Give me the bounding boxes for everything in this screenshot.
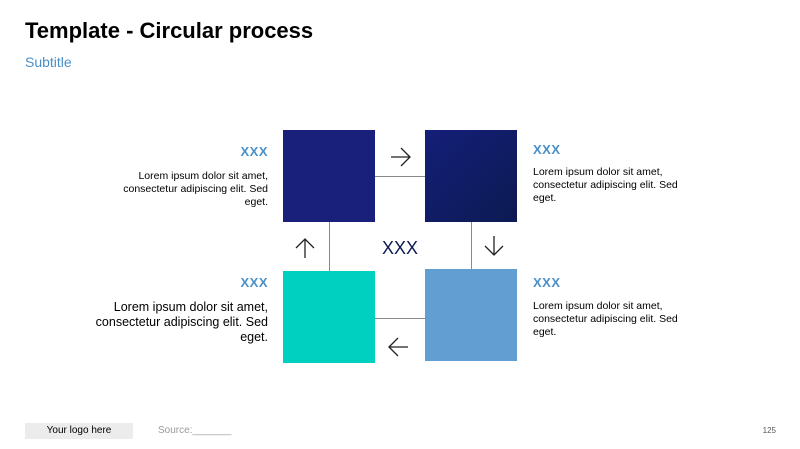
step-text-1: Lorem ipsum dolor sit amet, consectetur …	[123, 170, 268, 208]
step-text-4: Lorem ipsum dolor sit amet, consectetur …	[95, 300, 268, 344]
step-box-3	[425, 269, 517, 361]
step-box-2	[425, 130, 517, 222]
step-heading-1: XXX	[240, 144, 268, 159]
logo-placeholder: Your logo here	[25, 423, 133, 439]
step-box-1	[283, 130, 375, 222]
step-text-2: Lorem ipsum dolor sit amet, consectetur …	[533, 166, 678, 204]
step-heading-4: XXX	[240, 275, 268, 290]
arrow-left-icon	[385, 334, 411, 360]
page-title: Template - Circular process	[25, 18, 314, 43]
step-box-4	[283, 271, 375, 363]
connector-bottom	[375, 318, 425, 319]
connector-top	[375, 176, 425, 177]
page-number: 125	[762, 426, 776, 435]
source-note: Source:_______	[158, 425, 232, 436]
center-label: XXX	[381, 238, 419, 258]
connector-left	[329, 222, 330, 271]
arrow-up-icon	[292, 235, 318, 261]
page-subtitle: Subtitle	[25, 54, 72, 70]
arrow-down-icon	[481, 233, 507, 259]
step-heading-3: XXX	[533, 275, 561, 290]
step-text-3: Lorem ipsum dolor sit amet, consectetur …	[533, 300, 678, 338]
arrow-right-icon	[388, 144, 414, 170]
connector-right	[471, 222, 472, 269]
step-heading-2: XXX	[533, 142, 561, 157]
